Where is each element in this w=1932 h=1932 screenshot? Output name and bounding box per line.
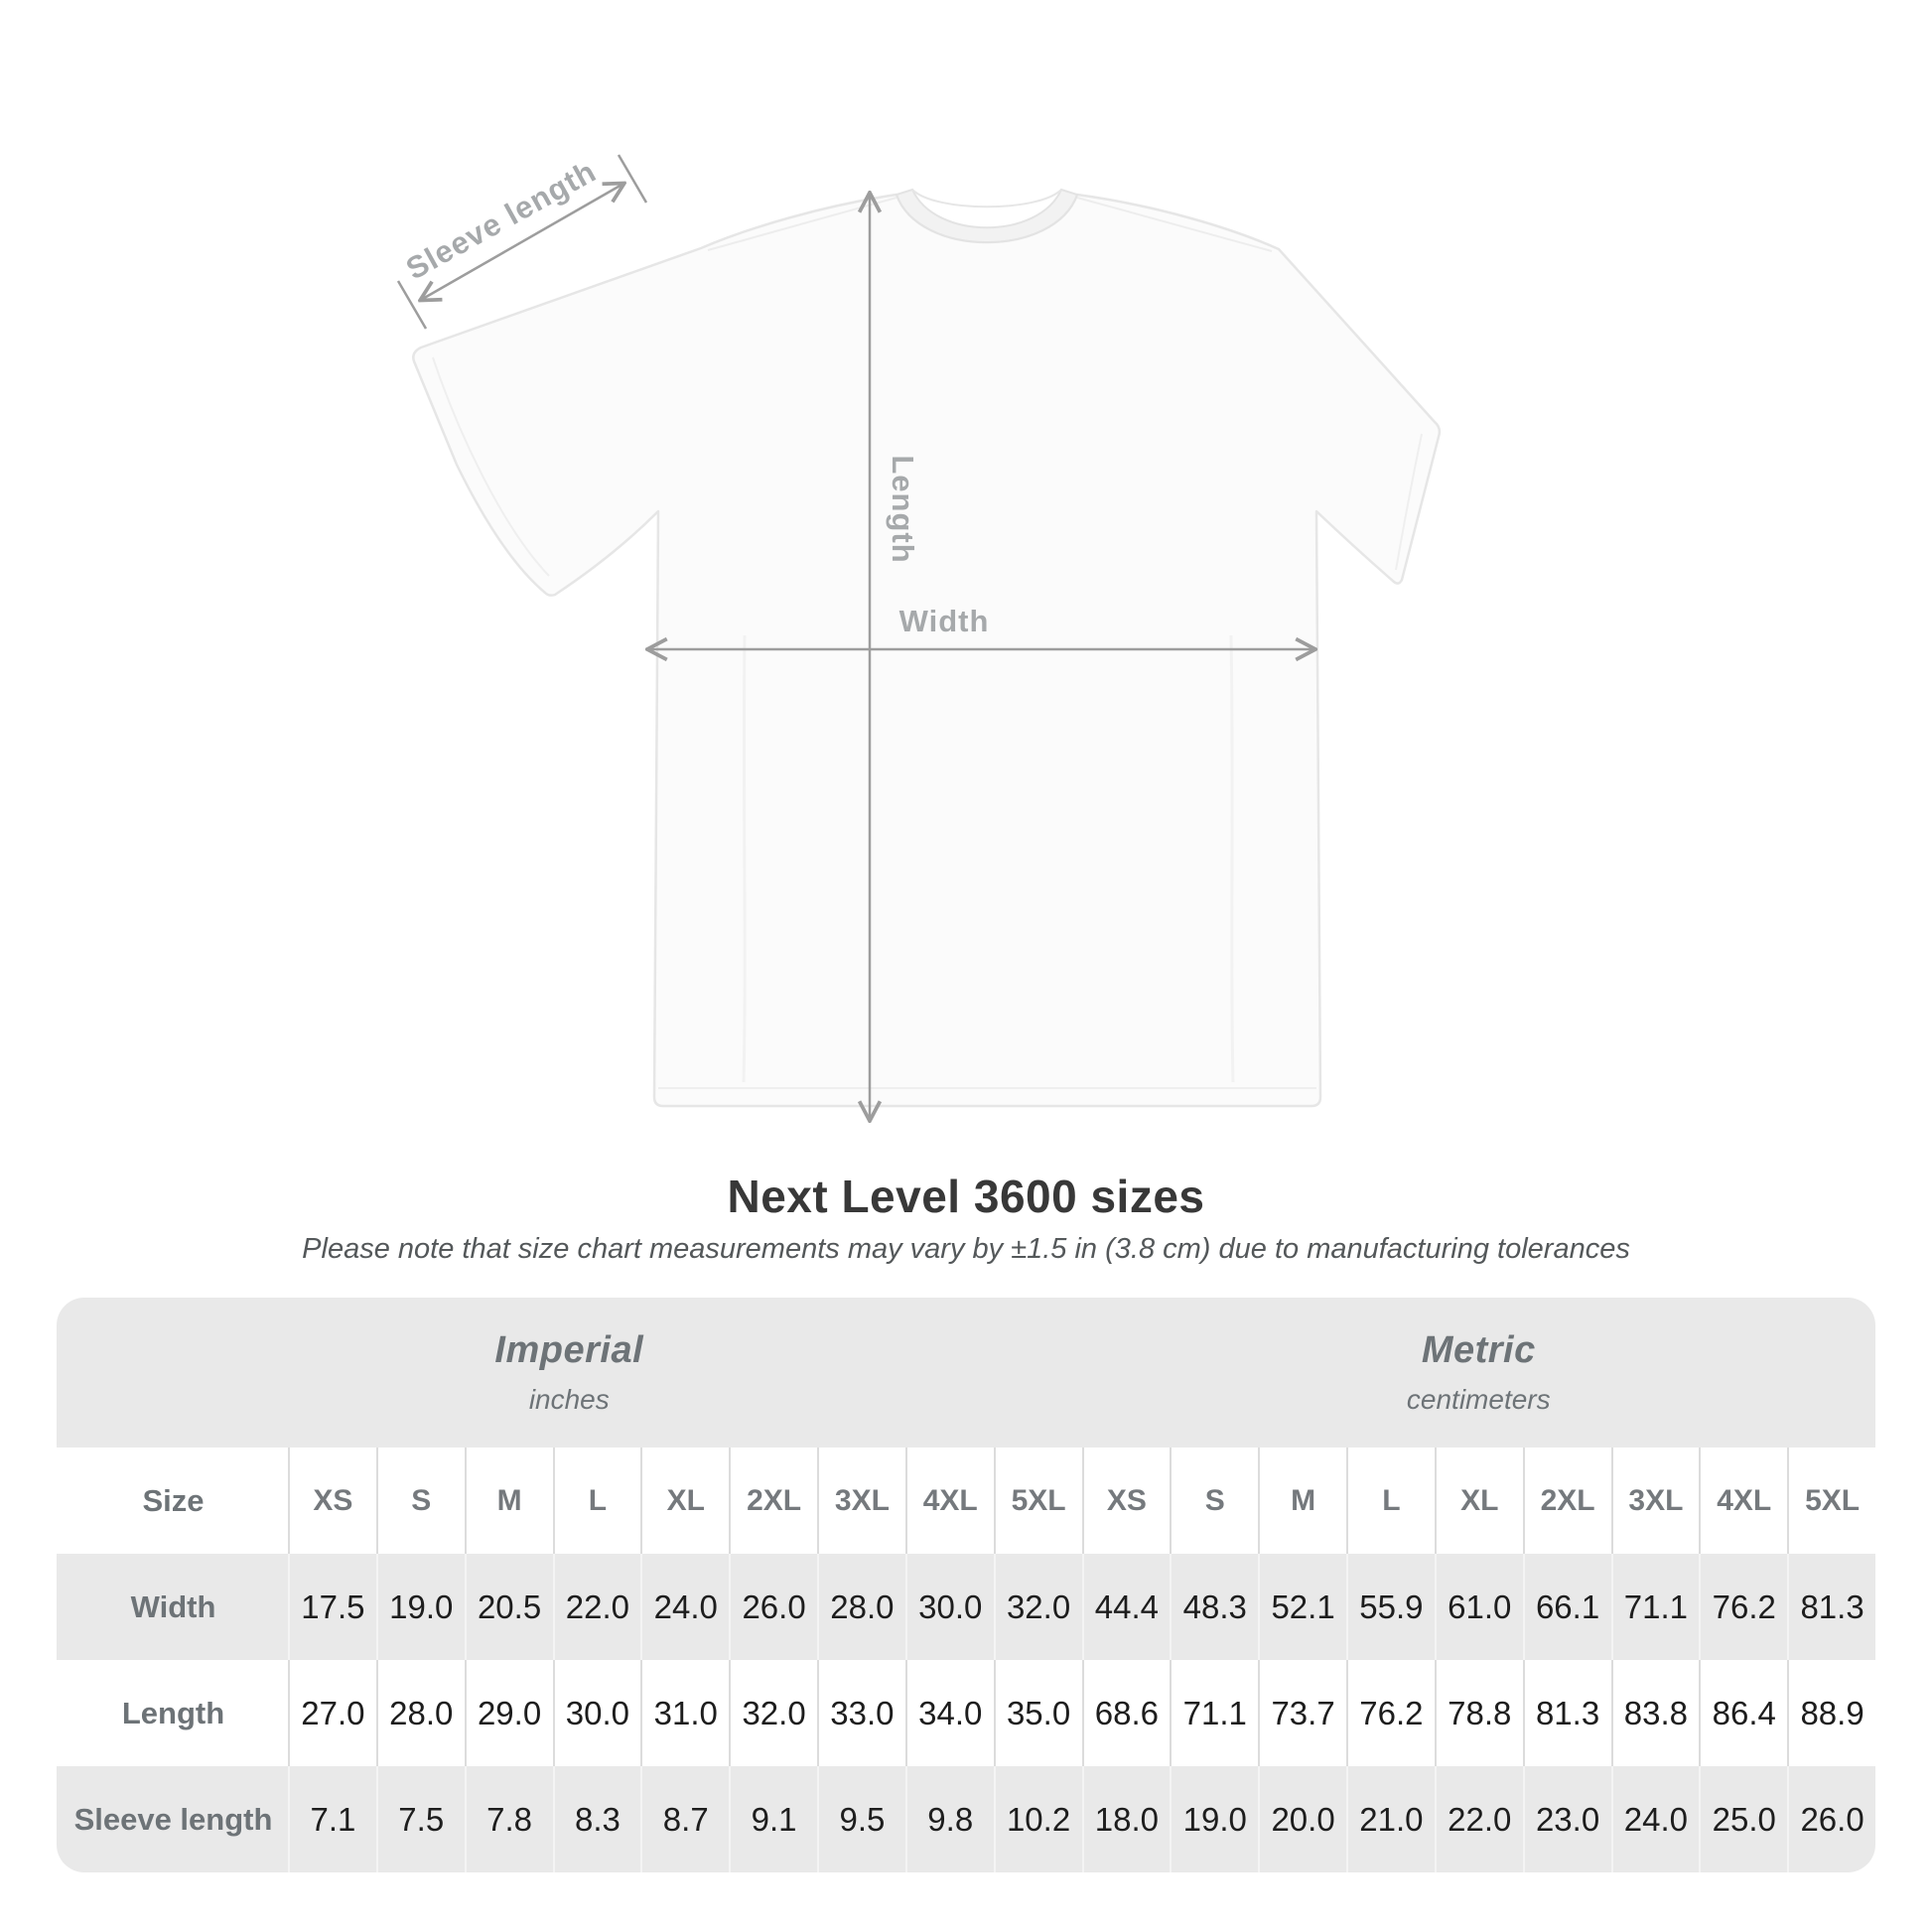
- table-cell: 20.5: [464, 1554, 553, 1660]
- table-cell: 24.0: [1610, 1766, 1700, 1872]
- table-cell: 30.0: [552, 1660, 641, 1766]
- table-row-length: Length 27.0 28.0 29.0 30.0 31.0 32.0 33.…: [57, 1660, 1875, 1766]
- size-col-header: XS: [1081, 1448, 1171, 1554]
- table-cell: 23.0: [1522, 1766, 1611, 1872]
- table-cell: 17.5: [288, 1554, 376, 1660]
- row-label: Length: [121, 1696, 225, 1730]
- metric-title: Metric: [1421, 1329, 1536, 1371]
- size-col-header: 2XL: [729, 1448, 817, 1554]
- table-cell: 73.7: [1258, 1660, 1346, 1766]
- table-cell: 32.0: [729, 1660, 817, 1766]
- metric-unit: centimeters: [1406, 1384, 1551, 1415]
- table-cell: 81.3: [1522, 1660, 1611, 1766]
- table-cell: 76.2: [1699, 1554, 1787, 1660]
- length-dimension-arrow: Length: [870, 194, 920, 1120]
- table-cell: 7.1: [288, 1766, 376, 1872]
- table-cell: 20.0: [1258, 1766, 1346, 1872]
- table-cell: 9.8: [904, 1766, 994, 1872]
- table-cell: 81.3: [1787, 1554, 1875, 1660]
- table-cell: 22.0: [1434, 1766, 1523, 1872]
- size-col-header: 4XL: [1699, 1448, 1787, 1554]
- size-col-header: M: [1258, 1448, 1346, 1554]
- table-cell: 27.0: [288, 1660, 376, 1766]
- size-col-header: 5XL: [1787, 1448, 1875, 1554]
- table-cell: 29.0: [464, 1660, 553, 1766]
- size-col-header: XL: [640, 1448, 729, 1554]
- size-col-header: L: [1346, 1448, 1435, 1554]
- tshirt-graphic: Sleeve length Length Width: [396, 154, 1442, 1152]
- table-cell: 61.0: [1434, 1554, 1523, 1660]
- row-label: Width: [130, 1589, 216, 1624]
- page-title: Next Level 3600 sizes: [727, 1171, 1205, 1222]
- table-row-sleeve-length: Sleeve length 7.1 7.5 7.8 8.3 8.7 9.1 9.…: [57, 1766, 1875, 1872]
- length-label: Length: [886, 455, 920, 563]
- table-cell: 22.0: [552, 1554, 641, 1660]
- table-cell: 55.9: [1346, 1554, 1435, 1660]
- table-cell: 32.0: [993, 1554, 1082, 1660]
- tshirt-size-diagram: Sleeve length Length Width: [396, 154, 1442, 1152]
- size-col-header: 2XL: [1522, 1448, 1611, 1554]
- size-col-header: 3XL: [1610, 1448, 1700, 1554]
- table-cell: 9.1: [729, 1766, 817, 1872]
- size-col-header: XL: [1434, 1448, 1523, 1554]
- table-cell: 76.2: [1346, 1660, 1435, 1766]
- imperial-group-header: Imperial inches: [57, 1298, 1082, 1448]
- table-cell: 78.8: [1434, 1660, 1523, 1766]
- size-col-header: 4XL: [904, 1448, 994, 1554]
- table-cell: 21.0: [1346, 1766, 1435, 1872]
- row-label: Sleeve length: [73, 1802, 273, 1837]
- table-cell: 44.4: [1081, 1554, 1171, 1660]
- table-cell: 66.1: [1522, 1554, 1611, 1660]
- tshirt-illustration: [412, 188, 1442, 1108]
- unit-header-band: Imperial inches Metric centimeters: [57, 1298, 1875, 1448]
- size-header-row: Size XS S M L XL 2XL 3XL 4XL 5XL XS S M …: [57, 1448, 1875, 1554]
- table-cell: 71.1: [1610, 1554, 1700, 1660]
- table-cell: 33.0: [817, 1660, 905, 1766]
- collar: [895, 188, 1079, 243]
- table-cell: 28.0: [817, 1554, 905, 1660]
- width-label: Width: [899, 604, 990, 638]
- size-col-header: XS: [288, 1448, 376, 1554]
- table-cell: 71.1: [1170, 1660, 1258, 1766]
- table-cell: 83.8: [1610, 1660, 1700, 1766]
- table-cell: 7.8: [464, 1766, 553, 1872]
- table-cell: 26.0: [729, 1554, 817, 1660]
- table-cell: 35.0: [993, 1660, 1082, 1766]
- table-cell: 10.2: [993, 1766, 1082, 1872]
- table-cell: 34.0: [904, 1660, 994, 1766]
- table-cell: 68.6: [1081, 1660, 1171, 1766]
- table-cell: 31.0: [640, 1660, 729, 1766]
- size-col-header: 3XL: [817, 1448, 905, 1554]
- table-cell: 18.0: [1081, 1766, 1171, 1872]
- table-cell: 52.1: [1258, 1554, 1346, 1660]
- table-cell: 48.3: [1170, 1554, 1258, 1660]
- table-cell: 26.0: [1787, 1766, 1875, 1872]
- table-cell: 19.0: [375, 1554, 465, 1660]
- table-cell: 28.0: [375, 1660, 465, 1766]
- table-cell: 24.0: [640, 1554, 729, 1660]
- table-cell: 8.7: [640, 1766, 729, 1872]
- table-cell: 25.0: [1699, 1766, 1787, 1872]
- size-column-label: Size: [142, 1483, 205, 1518]
- tolerance-note: Please note that size chart measurements…: [302, 1233, 1630, 1265]
- size-col-header: S: [375, 1448, 465, 1554]
- table-cell: 8.3: [552, 1766, 641, 1872]
- size-col-header: S: [1170, 1448, 1258, 1554]
- table-cell: 7.5: [375, 1766, 465, 1872]
- sleeve-length-label: Sleeve length: [400, 154, 602, 287]
- table-cell: 86.4: [1699, 1660, 1787, 1766]
- size-col-header: M: [464, 1448, 553, 1554]
- table-cell: 88.9: [1787, 1660, 1875, 1766]
- size-chart-table: Imperial inches Metric centimeters Size …: [57, 1298, 1875, 1872]
- size-col-header: L: [552, 1448, 641, 1554]
- imperial-unit: inches: [528, 1384, 610, 1415]
- table-cell: 30.0: [904, 1554, 994, 1660]
- metric-group-header: Metric centimeters: [1082, 1298, 1875, 1448]
- size-col-header: 5XL: [993, 1448, 1082, 1554]
- width-dimension-arrow: Width: [648, 604, 1314, 649]
- imperial-title: Imperial: [494, 1329, 644, 1371]
- table-row-width: Width 17.5 19.0 20.5 22.0 24.0 26.0 28.0…: [57, 1554, 1875, 1660]
- table-cell: 19.0: [1170, 1766, 1258, 1872]
- table-cell: 9.5: [817, 1766, 905, 1872]
